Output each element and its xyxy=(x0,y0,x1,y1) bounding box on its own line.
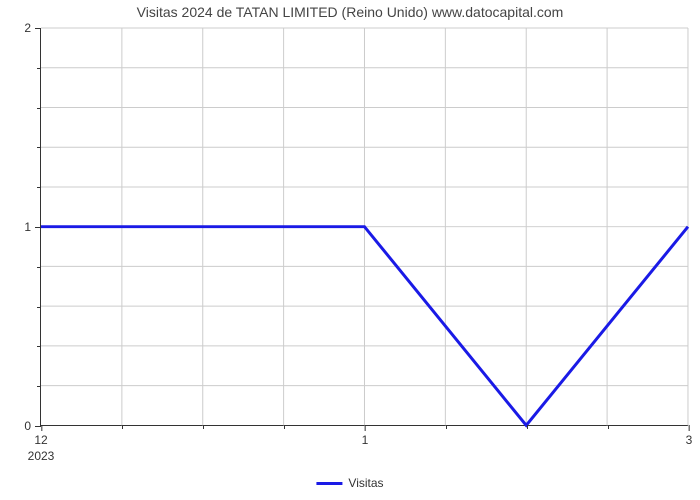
y-minor-tick xyxy=(37,147,41,148)
y-minor-tick xyxy=(37,108,41,109)
legend: Visitas xyxy=(316,476,383,490)
y-minor-tick xyxy=(37,307,41,308)
legend-swatch xyxy=(316,482,342,485)
y-minor-tick xyxy=(37,346,41,347)
y-minor-tick xyxy=(37,267,41,268)
x-minor-tick xyxy=(203,425,204,429)
x-tick-label: 3 xyxy=(686,425,693,447)
y-tick-label: 0 xyxy=(24,419,41,433)
y-tick-label: 1 xyxy=(24,220,41,234)
line-chart: Visitas 2024 de TATAN LIMITED (Reino Uni… xyxy=(0,0,700,500)
x-tick-label: 1 xyxy=(362,425,369,447)
chart-title: Visitas 2024 de TATAN LIMITED (Reino Uni… xyxy=(137,4,564,20)
x-minor-tick xyxy=(608,425,609,429)
x-minor-tick xyxy=(527,425,528,429)
y-minor-tick xyxy=(37,68,41,69)
y-tick-label: 2 xyxy=(24,21,41,35)
plot-svg xyxy=(41,28,688,425)
legend-label: Visitas xyxy=(348,476,383,490)
plot-area: 12132023012 xyxy=(40,28,688,426)
y-minor-tick xyxy=(37,386,41,387)
x-minor-tick xyxy=(446,425,447,429)
x-minor-tick xyxy=(284,425,285,429)
y-minor-tick xyxy=(37,187,41,188)
x-minor-tick xyxy=(122,425,123,429)
